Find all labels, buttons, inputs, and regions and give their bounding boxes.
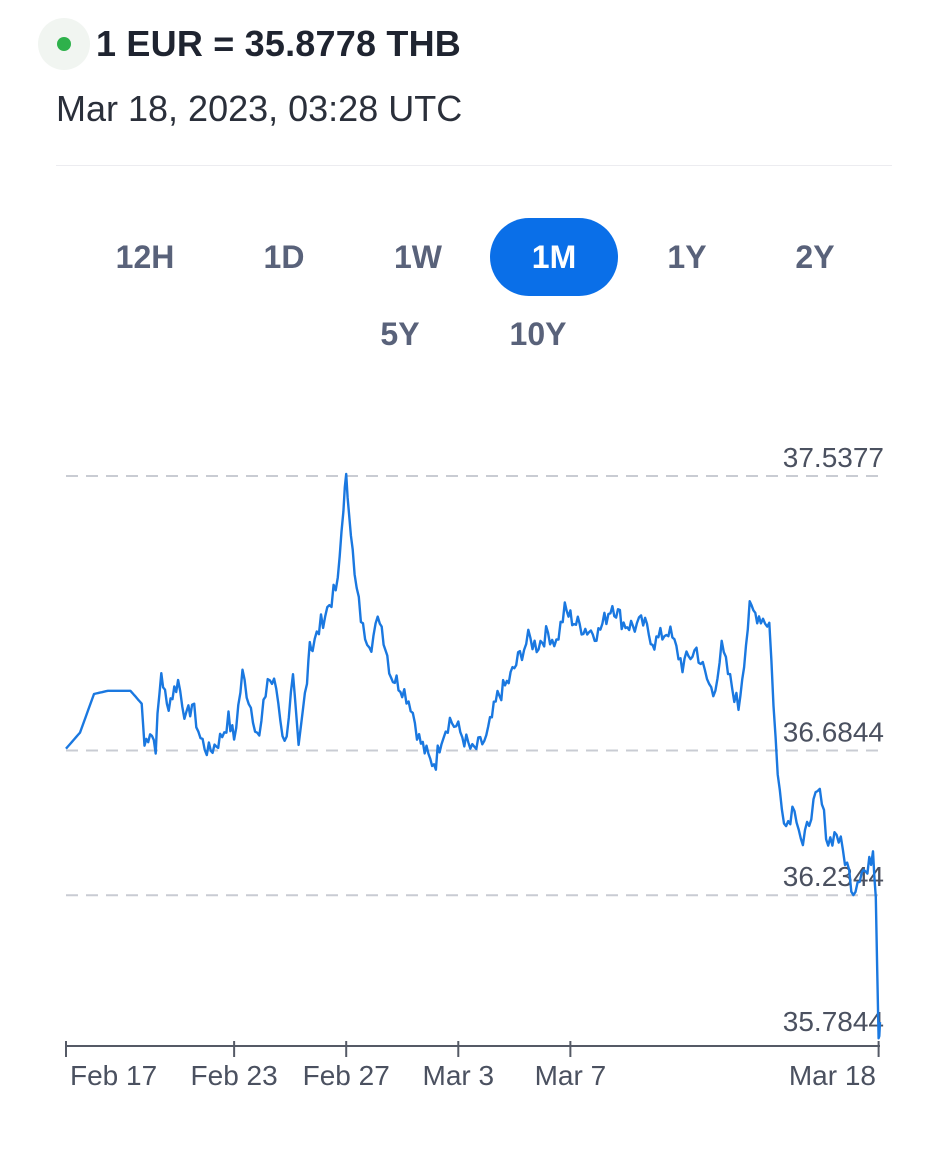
x-tick-label: Feb 23 [191,1060,278,1091]
x-tick-label: Mar 7 [535,1060,607,1091]
live-dot-icon [57,37,71,51]
tab-10y[interactable]: 10Y [509,315,567,352]
y-tick-label: 35.7844 [783,1006,884,1037]
y-tick-label: 37.5377 [783,442,884,473]
x-tick-label: Feb 27 [303,1060,390,1091]
x-tick-label: Mar 18 [789,1060,876,1091]
rate-timestamp: Mar 18, 2023, 03:28 UTC [56,88,463,129]
x-tick-label: Feb 17 [70,1060,157,1091]
tab-1m[interactable]: 1M [490,218,618,296]
y-tick-label: 36.6844 [783,716,884,747]
rate-series-line [65,472,882,1040]
tab-1d[interactable]: 1D [263,238,305,275]
tab-1y[interactable]: 1Y [667,238,707,275]
tab-1w[interactable]: 1W [394,238,442,275]
exchange-rate-title: 1 EUR = 35.8778 THB [96,23,461,64]
tab-5y[interactable]: 5Y [380,315,420,352]
tab-12h[interactable]: 12H [115,238,175,275]
live-status-indicator [38,18,90,70]
x-tick-label: Mar 3 [423,1060,495,1091]
tab-2y[interactable]: 2Y [795,238,835,275]
rate-header: 1 EUR = 35.8778 THB [38,18,461,70]
header-divider [56,165,892,166]
